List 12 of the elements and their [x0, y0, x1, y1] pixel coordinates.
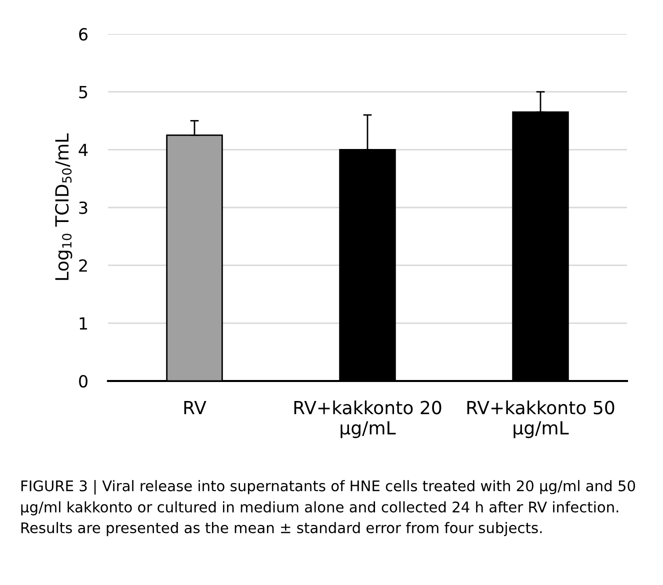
y-tick-label: 4	[78, 144, 88, 156]
y-tick-label: 5	[79, 86, 88, 98]
x-tick-label: RV	[184, 401, 206, 414]
y-tick-label: 3	[79, 201, 88, 214]
y-tick-label: 0	[79, 374, 88, 388]
y-tick-label: 1	[80, 317, 88, 330]
y-axis-title: Log$_{10}$ TCID$_{50}$/mL	[55, 133, 72, 280]
caption: FIGURE 3 | Viral release into supernatants of HNE cells treated with 20 µg/ml and 50 µg/ml kakkonto or cultured in medium alone and collected 24 h after RV infection. Results are presented as the mean ± standard error from four subjects.	[21, 480, 636, 536]
y-tick-label: 6	[79, 28, 88, 41]
x-tick-label: RV+kakkonto 50 µg/mL	[467, 400, 614, 438]
y-tick-label: 2	[79, 259, 87, 272]
x-tick-label: RV+kakkonto 20 µg/mL	[294, 400, 442, 438]
